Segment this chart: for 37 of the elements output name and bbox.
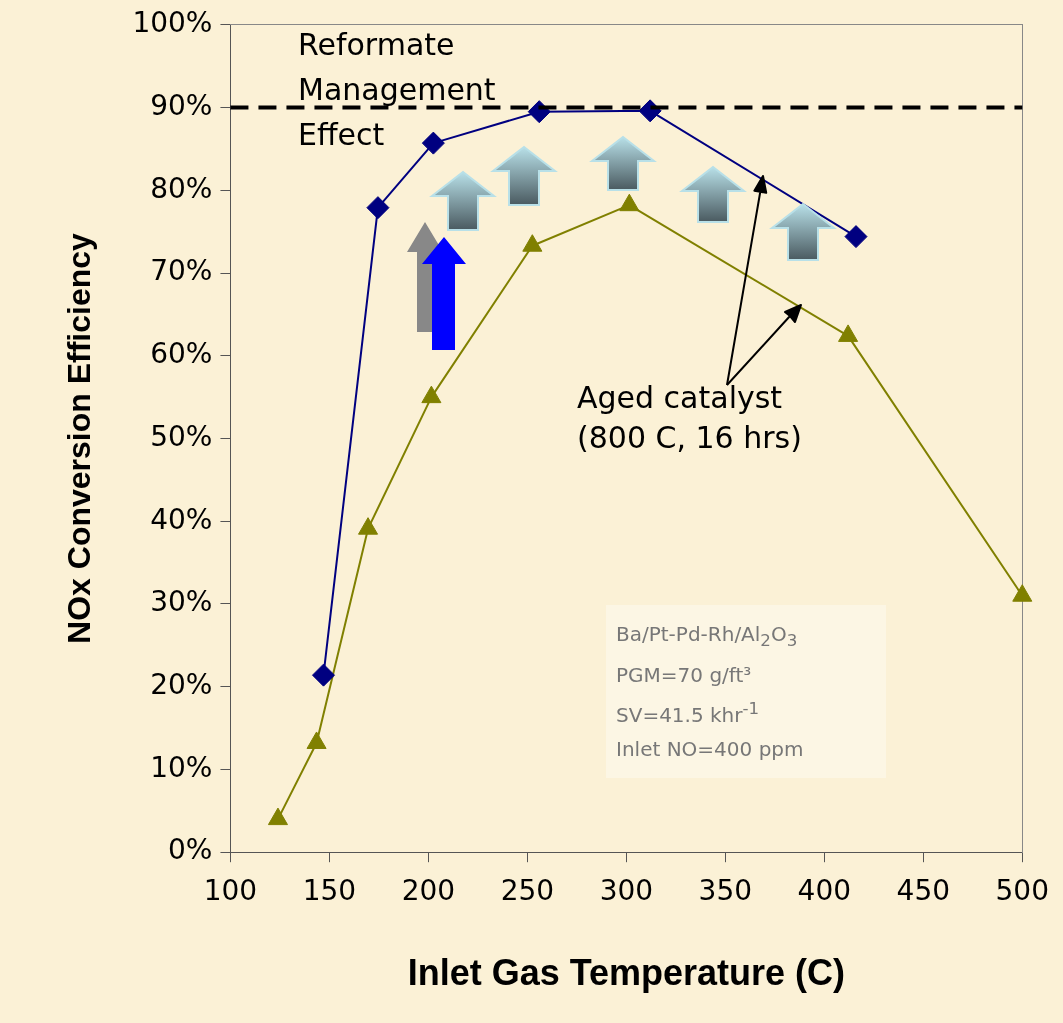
y-tick-label: 0% (168, 833, 213, 867)
y-tick-label: 10% (150, 750, 213, 784)
point (421, 385, 442, 404)
y-tick-label: 80% (150, 171, 213, 205)
point (1012, 584, 1033, 602)
x-tick-label: 250 (500, 874, 555, 908)
point (844, 225, 868, 249)
y-tick-label: 40% (150, 502, 213, 536)
point (306, 731, 327, 749)
x-tick-label: 450 (896, 874, 951, 908)
annotation: Inlet NO=400 ppm (616, 735, 805, 763)
y-tick-label: 90% (150, 88, 213, 122)
x-tick-label: 300 (599, 874, 654, 908)
x-tick-label: 400 (797, 874, 852, 908)
x-axis-title: Inlet Gas Temperature (C) (407, 952, 846, 994)
annotation: SV=41.5 khr$^{-1}$ (616, 698, 761, 729)
point (358, 517, 379, 535)
y-tick-label: 70% (150, 254, 213, 288)
annotation: Reformate Management Effect (298, 26, 497, 154)
y-tick-label: 30% (150, 585, 213, 619)
y-tick-label: 50% (150, 419, 213, 453)
x-tick-label: 500 (995, 874, 1049, 908)
point (366, 196, 390, 220)
annotation: PGM=70 g/ft³ (616, 662, 753, 689)
y-tick-label: 100% (132, 6, 213, 40)
point (838, 324, 859, 342)
annotation: Ba/Pt-Pd-Rh/Al$_{2}$O$_{3}$ (616, 621, 799, 652)
y-tick-label: 60% (150, 337, 213, 371)
point (267, 807, 288, 826)
x-tick-label: 350 (698, 874, 753, 908)
annotation: Aged catalyst (800 C, 16 hrs) (577, 379, 803, 457)
x-tick-label: 150 (302, 874, 357, 908)
y-axis-title: NOx Conversion Efficiency (61, 232, 98, 644)
x-tick-label: 200 (401, 874, 456, 908)
point (421, 131, 445, 155)
x-tick-label: 100 (203, 874, 258, 908)
y-tick-label: 20% (150, 668, 213, 701)
